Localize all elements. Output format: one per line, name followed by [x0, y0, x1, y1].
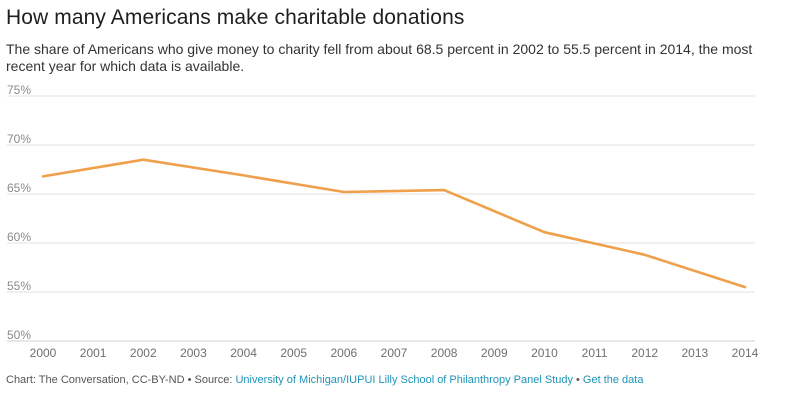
- footer-separator-2: •: [572, 374, 583, 386]
- y-tick-label: 70%: [7, 132, 31, 146]
- x-tick-label: 2011: [582, 346, 608, 360]
- y-axis-ticks: 75% 70% 65% 60% 55% 50%: [7, 83, 31, 342]
- footer-separator: •: [184, 374, 195, 386]
- x-tick-label: 2010: [531, 346, 558, 360]
- y-tick-label: 50%: [7, 328, 31, 342]
- x-axis-ticks: 2000 2001 2002 2003 2004 2005 2006 2007 2008 2009…: [30, 346, 759, 360]
- y-tick-label: 55%: [7, 279, 31, 293]
- source-prefix: Source:: [194, 374, 236, 386]
- y-tick-label: 60%: [7, 230, 31, 244]
- x-tick-label: 2006: [331, 346, 358, 360]
- chart-title: How many Americans make charitable donat…: [6, 6, 465, 29]
- x-tick-label: 2012: [631, 346, 658, 360]
- x-tick-label: 2014: [732, 346, 759, 360]
- x-tick-label: 2002: [130, 346, 157, 360]
- x-tick-label: 2007: [381, 346, 408, 360]
- chart-footer: Chart: The Conversation, CC-BY-ND • Sour…: [6, 374, 643, 386]
- y-tick-label: 65%: [7, 181, 31, 195]
- series-layer: [41, 158, 747, 289]
- x-tick-label: 2003: [180, 346, 207, 360]
- x-tick-label: 2013: [682, 346, 709, 360]
- line-chart: 75%70%65%60%55%50% 2000 2001 2002 2003 2004 2…: [7, 83, 759, 360]
- series-line-0: [41, 158, 747, 289]
- gridlines: [7, 95, 755, 342]
- source-link[interactable]: University of Michigan/IUPUI Lilly Schoo…: [235, 374, 573, 386]
- get-the-data-link[interactable]: Get the data: [582, 374, 644, 386]
- x-tick-label: 2005: [280, 346, 307, 360]
- chart-subtitle: The share of Americans who give money to…: [6, 41, 753, 74]
- x-tick-label: 2001: [80, 346, 107, 360]
- chart-credit: Chart: The Conversation, CC-BY-ND: [6, 374, 185, 386]
- x-tick-label: 2009: [481, 346, 508, 360]
- x-tick-label: 2008: [431, 346, 458, 360]
- y-tick-label: 75%: [7, 83, 31, 97]
- x-tick-label: 2000: [30, 346, 57, 360]
- x-tick-label: 2004: [230, 346, 257, 360]
